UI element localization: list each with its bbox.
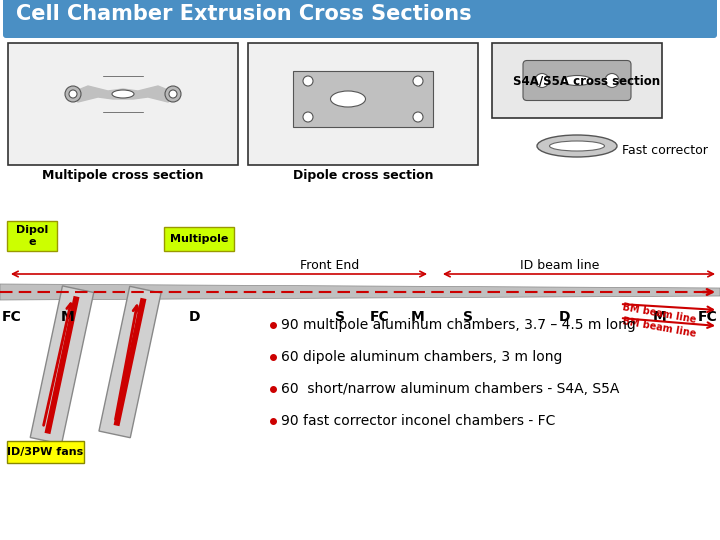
Circle shape	[65, 86, 81, 102]
Text: ID/3PW fans: ID/3PW fans	[7, 447, 83, 457]
Circle shape	[169, 90, 177, 98]
FancyBboxPatch shape	[7, 221, 57, 251]
Text: Multipole cross section: Multipole cross section	[42, 169, 204, 182]
Circle shape	[605, 73, 619, 87]
Text: 90 multipole aluminum chambers, 3.7 – 4.5 m long: 90 multipole aluminum chambers, 3.7 – 4.…	[281, 318, 636, 332]
Text: S: S	[335, 310, 345, 324]
Ellipse shape	[549, 141, 605, 151]
Text: 60  short/narrow aluminum chambers - S4A, S5A: 60 short/narrow aluminum chambers - S4A,…	[281, 382, 619, 396]
Text: Cell Chamber Extrusion Cross Sections: Cell Chamber Extrusion Cross Sections	[16, 4, 472, 24]
FancyBboxPatch shape	[3, 0, 717, 38]
Text: FC: FC	[2, 310, 22, 324]
Polygon shape	[68, 86, 178, 102]
Polygon shape	[30, 286, 94, 444]
Ellipse shape	[330, 91, 366, 107]
Text: BM beam line: BM beam line	[622, 316, 697, 340]
Text: Dipole cross section: Dipole cross section	[293, 169, 433, 182]
Bar	[8, 43, 238, 165]
Text: D: D	[559, 310, 571, 324]
Polygon shape	[45, 296, 79, 434]
Text: Dipol
e: Dipol e	[16, 225, 48, 247]
Text: 60 dipole aluminum chambers, 3 m long: 60 dipole aluminum chambers, 3 m long	[281, 350, 562, 364]
FancyBboxPatch shape	[523, 60, 631, 100]
Text: 90 fast corrector inconel chambers - FC: 90 fast corrector inconel chambers - FC	[281, 414, 555, 428]
Polygon shape	[0, 284, 720, 300]
Ellipse shape	[562, 76, 592, 85]
Text: M: M	[653, 310, 667, 324]
Circle shape	[413, 112, 423, 122]
Bar	[248, 43, 478, 165]
Text: Fast corrector: Fast corrector	[622, 145, 708, 158]
Text: BM beam line: BM beam line	[622, 302, 697, 326]
Polygon shape	[99, 286, 161, 438]
Text: D: D	[189, 310, 201, 324]
FancyBboxPatch shape	[7, 441, 84, 463]
Ellipse shape	[537, 135, 617, 157]
Ellipse shape	[112, 90, 134, 98]
Text: S: S	[463, 310, 473, 324]
Text: S4A/S5A cross section: S4A/S5A cross section	[513, 74, 660, 87]
Text: ID beam line: ID beam line	[521, 259, 600, 272]
Circle shape	[535, 73, 549, 87]
Text: M: M	[411, 310, 425, 324]
Text: Multipole: Multipole	[170, 234, 228, 244]
Circle shape	[165, 86, 181, 102]
Circle shape	[69, 90, 77, 98]
Polygon shape	[114, 298, 146, 426]
Circle shape	[413, 76, 423, 86]
Text: FC: FC	[370, 310, 390, 324]
Circle shape	[303, 112, 313, 122]
Bar	[492, 43, 662, 118]
Circle shape	[303, 76, 313, 86]
Text: FC: FC	[698, 310, 718, 324]
Text: M: M	[61, 310, 75, 324]
Bar	[293, 71, 433, 127]
FancyBboxPatch shape	[164, 227, 234, 251]
Text: Front End: Front End	[300, 259, 359, 272]
